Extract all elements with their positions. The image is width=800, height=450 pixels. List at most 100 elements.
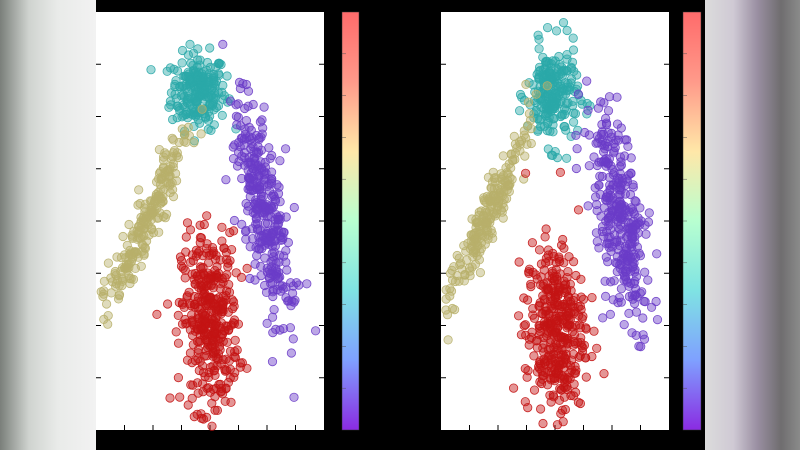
scatter-point (626, 253, 636, 263)
scatter-point (550, 376, 560, 386)
scatter-point (592, 343, 602, 353)
scatter-point (520, 320, 530, 330)
scatter-point (452, 250, 462, 261)
scatter-point (173, 372, 184, 383)
scatter-point (135, 198, 145, 209)
scatter-point (531, 89, 541, 99)
scatter-point (609, 276, 619, 286)
scatter-point (212, 405, 223, 415)
scatter-point (250, 275, 260, 285)
scatter-point (154, 227, 164, 237)
scatter-point (180, 273, 190, 283)
scatter-point (583, 105, 593, 115)
scatter-point (613, 178, 623, 188)
scatter-point (252, 148, 262, 158)
scatter-point (529, 385, 540, 395)
scatter-point (580, 127, 590, 138)
scatter-point (520, 151, 530, 161)
scatter-point (182, 95, 192, 106)
scatter-point (102, 299, 112, 309)
scatter-point (544, 256, 554, 266)
scatter-point (223, 262, 233, 272)
scatter-point (193, 55, 203, 65)
scatter-point (191, 111, 201, 121)
scatter-point (213, 353, 223, 363)
scatter-point (561, 153, 572, 163)
scatter-point (449, 304, 460, 315)
scatter-point (634, 341, 644, 351)
scatter-point (539, 294, 549, 304)
scatter-point (243, 86, 254, 96)
scatter-point (639, 296, 649, 306)
scatter-point (180, 265, 190, 275)
scatter-point (96, 287, 106, 297)
scatter-point (190, 279, 200, 289)
scatter-point (605, 309, 616, 319)
scatter-point (216, 333, 226, 343)
scatter-point (587, 292, 597, 303)
scatter-point (197, 315, 207, 325)
scatter-point (181, 247, 191, 257)
scatter-point (110, 266, 120, 277)
scatter-point (628, 262, 638, 272)
scatter-point (197, 104, 207, 114)
scatter-point (608, 295, 618, 305)
scatter-point (564, 320, 574, 330)
left-axis-ticks (96, 63, 324, 430)
scatter-point (597, 127, 607, 137)
scatter-point (641, 229, 651, 239)
scatter-point (269, 304, 279, 315)
scatter-point (503, 175, 513, 186)
scatter-point (574, 320, 585, 330)
scatter-point (646, 302, 657, 312)
scatter-point (103, 319, 113, 329)
scatter-point (624, 281, 634, 291)
scatter-point (459, 241, 469, 251)
scatter-point (168, 135, 178, 145)
scatter-point (192, 71, 203, 82)
scatter-point (116, 253, 127, 263)
scatter-point (182, 318, 192, 328)
scatter-point (236, 272, 247, 282)
scatter-point (240, 103, 250, 114)
scatter-point (170, 82, 180, 92)
scatter-point (625, 189, 636, 200)
scatter-point (192, 110, 202, 120)
scatter-point (572, 144, 582, 154)
scatter-point (311, 326, 321, 336)
scatter-point (201, 345, 211, 355)
scatter-point (626, 238, 636, 248)
scatter-point (245, 242, 255, 252)
scatter-point (560, 301, 570, 311)
scatter-point (242, 363, 252, 373)
scatter-point (599, 141, 610, 151)
scatter-point (536, 272, 546, 282)
scatter-point (596, 97, 606, 107)
scatter-point (252, 204, 262, 215)
scatter-point (589, 152, 599, 162)
scatter-point (606, 218, 616, 228)
scatter-point (246, 125, 256, 135)
scatter-point (245, 157, 255, 167)
scatter-point (441, 305, 451, 315)
scatter-point (200, 270, 210, 280)
scatter-point (152, 309, 162, 319)
scatter-point (177, 45, 188, 56)
scatter-point (248, 99, 258, 110)
scatter-point (206, 279, 217, 289)
scatter-point (471, 227, 481, 238)
scatter-point (556, 240, 567, 250)
scatter-point (229, 297, 239, 307)
left-panel (96, 11, 360, 431)
scatter-point (282, 265, 292, 275)
scatter-point (575, 301, 585, 311)
scatter-point (599, 155, 610, 165)
scatter-point (223, 325, 234, 335)
scatter-point (614, 204, 625, 214)
scatter-point (571, 163, 581, 174)
scatter-point (267, 150, 277, 161)
scatter-point (640, 267, 650, 277)
scatter-point (199, 367, 209, 378)
scatter-point (195, 60, 205, 70)
scatter-point (134, 185, 144, 195)
